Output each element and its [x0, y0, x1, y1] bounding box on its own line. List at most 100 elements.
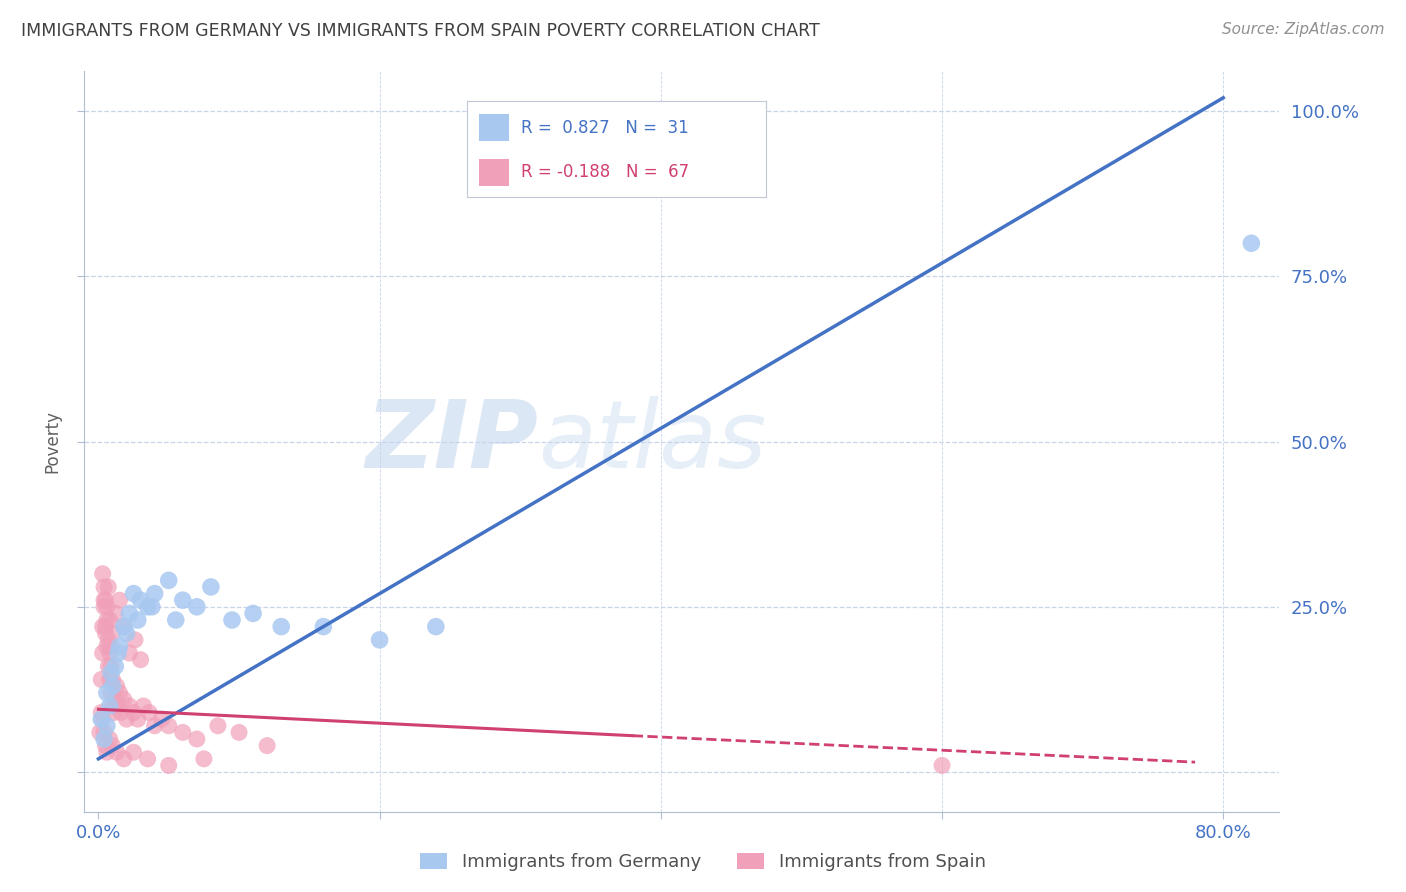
- Point: [186, 731, 208, 746]
- Point: [132, 698, 155, 713]
- Legend: Immigrants from Germany, Immigrants from Spain: Immigrants from Germany, Immigrants from…: [413, 846, 993, 879]
- Point: [93, 725, 115, 739]
- Point: [127, 712, 149, 726]
- Text: IMMIGRANTS FROM GERMANY VS IMMIGRANTS FROM SPAIN POVERTY CORRELATION CHART: IMMIGRANTS FROM GERMANY VS IMMIGRANTS FR…: [21, 22, 820, 40]
- Point: [256, 739, 278, 753]
- Point: [96, 640, 118, 654]
- Point: [193, 752, 215, 766]
- Point: [105, 679, 128, 693]
- Point: [98, 613, 121, 627]
- Point: [90, 712, 112, 726]
- Point: [90, 673, 112, 687]
- Point: [96, 686, 118, 700]
- Point: [107, 698, 129, 713]
- Point: [104, 692, 127, 706]
- Point: [115, 626, 138, 640]
- Point: [165, 613, 187, 627]
- Point: [97, 580, 120, 594]
- Point: [108, 640, 131, 654]
- Point: [91, 712, 114, 726]
- Point: [312, 620, 335, 634]
- Point: [129, 593, 152, 607]
- Point: [172, 593, 194, 607]
- Text: Source: ZipAtlas.com: Source: ZipAtlas.com: [1222, 22, 1385, 37]
- Point: [101, 698, 124, 713]
- Point: [98, 698, 121, 713]
- Text: ZIP: ZIP: [366, 395, 538, 488]
- Point: [89, 725, 111, 739]
- Point: [118, 698, 141, 713]
- Point: [101, 673, 124, 687]
- Point: [94, 620, 117, 634]
- Point: [127, 613, 149, 627]
- Text: atlas: atlas: [538, 396, 766, 487]
- Point: [107, 646, 129, 660]
- Point: [112, 752, 135, 766]
- Point: [100, 686, 122, 700]
- Point: [104, 659, 127, 673]
- Point: [96, 719, 118, 733]
- Point: [98, 646, 121, 660]
- Point: [136, 599, 159, 614]
- Point: [186, 599, 208, 614]
- Point: [103, 706, 125, 720]
- Point: [221, 613, 243, 627]
- Point: [141, 599, 163, 614]
- Point: [157, 719, 180, 733]
- Point: [129, 653, 152, 667]
- Point: [112, 620, 135, 634]
- Point: [100, 640, 122, 654]
- Point: [118, 607, 141, 621]
- Point: [101, 679, 124, 693]
- Point: [97, 659, 120, 673]
- Point: [91, 620, 114, 634]
- Point: [425, 620, 447, 634]
- Point: [112, 692, 135, 706]
- Point: [138, 706, 160, 720]
- Point: [242, 607, 264, 621]
- Point: [118, 646, 141, 660]
- Point: [101, 626, 124, 640]
- Point: [94, 593, 117, 607]
- Point: [93, 580, 115, 594]
- Point: [1240, 236, 1263, 251]
- Point: [150, 712, 173, 726]
- Point: [91, 646, 114, 660]
- Point: [96, 613, 118, 627]
- Point: [100, 659, 122, 673]
- Point: [101, 739, 124, 753]
- Point: [94, 626, 117, 640]
- Point: [200, 580, 222, 594]
- Point: [93, 731, 115, 746]
- Point: [98, 673, 121, 687]
- Point: [96, 745, 118, 759]
- Point: [108, 593, 131, 607]
- Point: [110, 706, 132, 720]
- Point: [931, 758, 953, 772]
- Point: [157, 758, 180, 772]
- Point: [94, 739, 117, 753]
- Point: [228, 725, 250, 739]
- Point: [93, 599, 115, 614]
- Point: [143, 719, 166, 733]
- Point: [90, 706, 112, 720]
- Point: [104, 607, 127, 621]
- Point: [157, 574, 180, 588]
- Point: [96, 599, 118, 614]
- Point: [122, 745, 145, 759]
- Point: [98, 731, 121, 746]
- Point: [108, 686, 131, 700]
- Point: [270, 620, 292, 634]
- Point: [136, 752, 159, 766]
- Point: [207, 719, 229, 733]
- Y-axis label: Poverty: Poverty: [44, 410, 62, 473]
- Point: [124, 632, 146, 647]
- Point: [100, 665, 122, 680]
- Point: [172, 725, 194, 739]
- Point: [122, 706, 145, 720]
- Point: [368, 632, 391, 647]
- Point: [112, 620, 135, 634]
- Point: [91, 566, 114, 581]
- Point: [105, 745, 128, 759]
- Point: [122, 586, 145, 600]
